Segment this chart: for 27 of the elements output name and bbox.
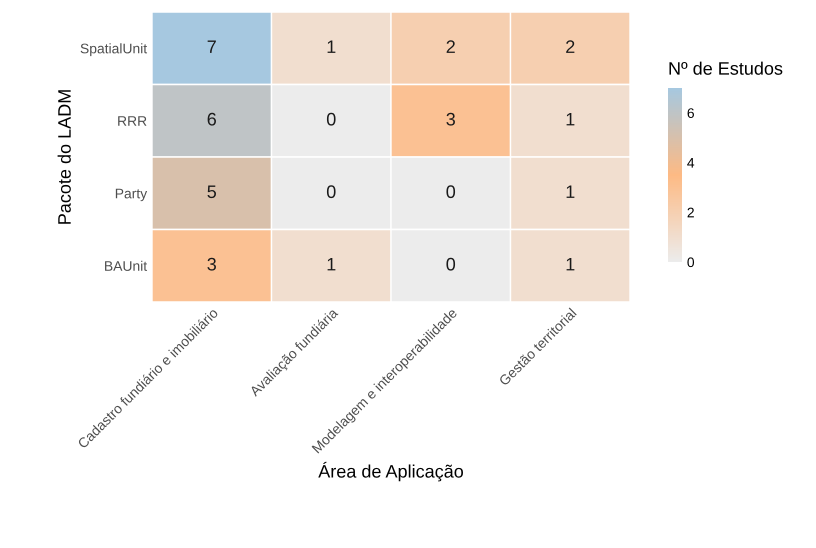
x-axis-title: Área de Aplicação [318, 462, 464, 482]
y-tick-label: SpatialUnit [80, 43, 148, 56]
data-label: 1 [566, 112, 574, 126]
data-label: 0 [326, 185, 336, 198]
color-bar-label: 0 [687, 257, 694, 268]
data-label: 5 [207, 185, 216, 198]
y-axis-title: Pacote do LADM [58, 90, 71, 224]
y-tick-label: BAUnit [105, 260, 148, 271]
color-bar-label: 2 [688, 208, 694, 218]
color-bar-label: 4 [687, 158, 694, 168]
data-label: 0 [446, 258, 456, 271]
data-label: 1 [566, 185, 574, 198]
data-label: 1 [328, 40, 336, 53]
data-label: 7 [208, 40, 216, 53]
data-label: 2 [446, 40, 455, 53]
color-bar-title: Nº de Estudos [669, 62, 782, 75]
data-label: 3 [207, 258, 216, 271]
data-label: 3 [446, 112, 455, 126]
data-label: 1 [328, 258, 336, 270]
data-label: 6 [208, 112, 216, 126]
data-label: 1 [566, 258, 574, 270]
color-bar-label: 6 [688, 108, 694, 118]
data-label: 0 [326, 112, 336, 126]
data-label: 2 [566, 40, 574, 53]
data-label: 0 [446, 185, 456, 198]
y-tick-label: RRR [118, 116, 146, 126]
y-tick-label: Party [116, 188, 148, 202]
